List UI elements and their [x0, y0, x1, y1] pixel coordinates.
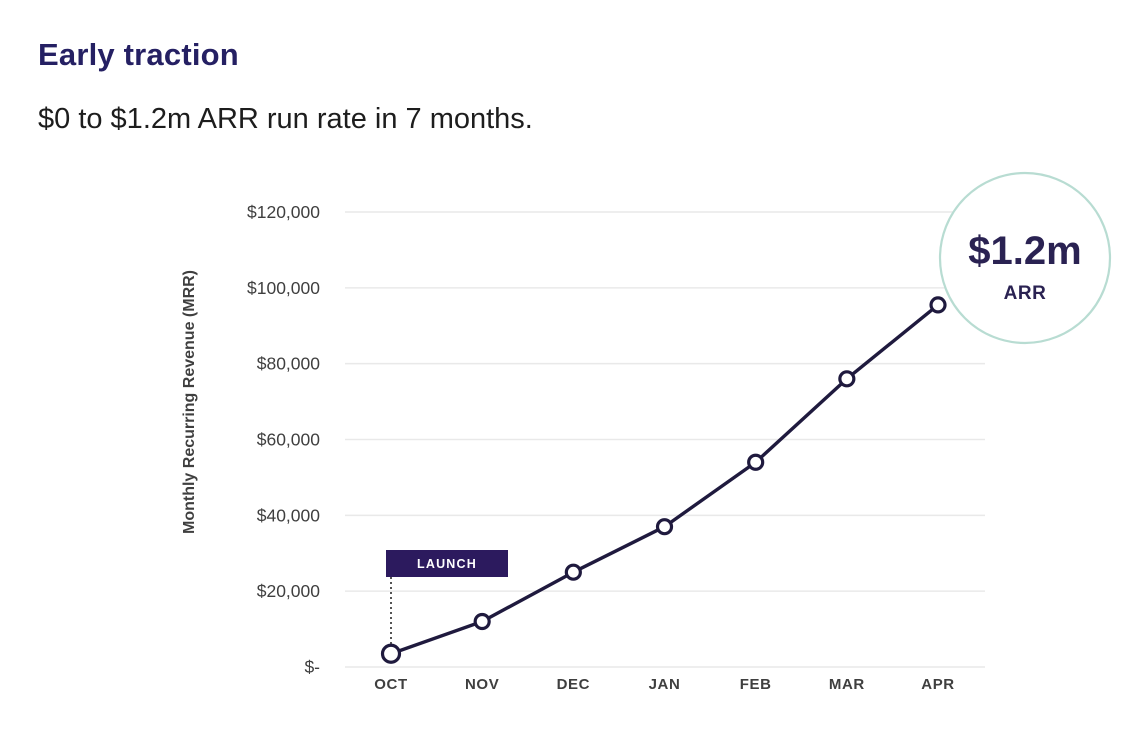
mrr-chart-svg: $- $20,000 $40,000 $60,000 $80,000 $100,000 $1…: [181, 171, 1112, 693]
y-tick-label: $-: [304, 657, 320, 677]
mrr-point-dec: [564, 563, 582, 581]
mrr-point-feb: [747, 453, 765, 471]
x-tick-label-oct: OCT: [374, 676, 407, 693]
mrr-point-nov: [473, 612, 491, 631]
y-tick-label: $40,000: [257, 505, 321, 525]
arr-callout-circle: [938, 171, 1112, 345]
mrr-line: [389, 303, 940, 656]
mrr-point-jan: [655, 518, 674, 536]
y-tick-label: $100,000: [247, 278, 320, 298]
launch-flag-label: LAUNCH: [417, 557, 477, 571]
x-tick-label-feb: FEB: [740, 676, 772, 693]
y-tick-label: $120,000: [247, 202, 320, 222]
arr-callout-value: $1.2m: [968, 229, 1081, 273]
mrr-point-apr: [929, 296, 947, 314]
mrr-point-oct: [380, 643, 402, 664]
y-tick-label: $20,000: [257, 581, 321, 601]
x-tick-label-mar: MAR: [829, 676, 865, 693]
y-tick-label: $60,000: [257, 430, 321, 450]
y-axis-title: Monthly Recurring Revenue (MRR): [181, 270, 198, 534]
launch-flag: [386, 550, 508, 577]
x-tick-label-jan: JAN: [649, 676, 681, 693]
page-subtitle: $0 to $1.2m ARR run rate in 7 months.: [38, 103, 533, 135]
page-title: Early traction: [38, 37, 239, 72]
x-tick-label-dec: DEC: [557, 676, 590, 693]
x-tick-label-nov: NOV: [465, 676, 499, 693]
x-tick-label-apr: APR: [921, 676, 954, 693]
y-tick-label: $80,000: [257, 354, 321, 374]
mrr-point-mar: [838, 370, 856, 388]
arr-callout-label: ARR: [1004, 283, 1047, 304]
